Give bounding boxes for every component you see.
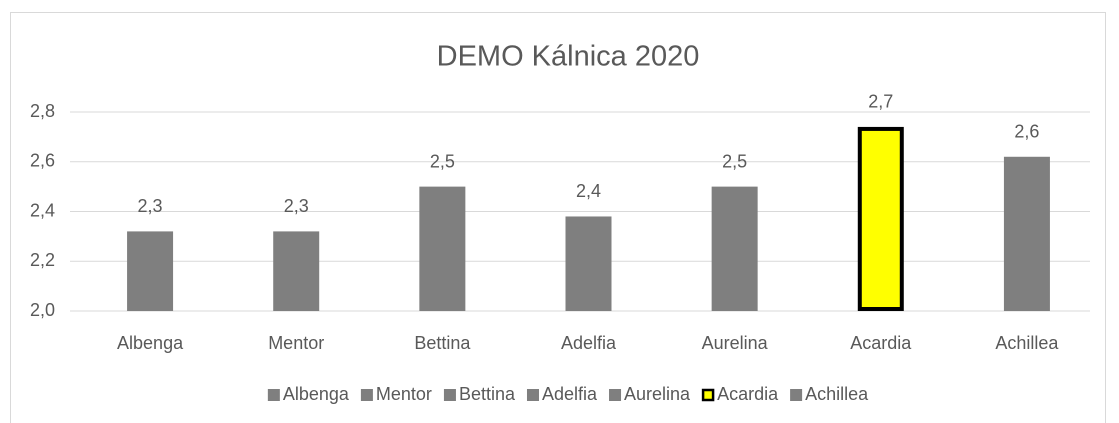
x-tick-label: Acardia <box>850 333 912 353</box>
legend-label: Aurelina <box>624 384 691 404</box>
y-tick-label: 2,8 <box>30 101 55 121</box>
data-label: 2,3 <box>138 196 163 216</box>
bar <box>273 231 320 311</box>
legend-swatch <box>701 388 715 402</box>
y-tick-label: 2,2 <box>30 250 55 270</box>
bar <box>419 186 466 311</box>
legend-label: Acardia <box>717 384 779 404</box>
legend-swatch <box>360 389 373 401</box>
legend-swatch <box>267 389 280 401</box>
y-tick-label: 2,6 <box>30 151 55 171</box>
bar <box>711 186 758 311</box>
data-label: 2,5 <box>430 151 455 171</box>
bar <box>857 126 904 311</box>
legend-label: Mentor <box>376 384 432 404</box>
x-tick-label: Achillea <box>995 333 1059 353</box>
x-tick-label: Albenga <box>117 333 184 353</box>
x-tick-label: Aurelina <box>702 333 769 353</box>
x-tick-label: Adelfia <box>561 333 617 353</box>
legend-label: Achillea <box>805 384 869 404</box>
data-label: 2,3 <box>284 196 309 216</box>
legend-label: Adelfia <box>542 384 598 404</box>
chart-border <box>10 12 1106 423</box>
legend-label: Albenga <box>283 384 350 404</box>
data-label: 2,5 <box>722 151 747 171</box>
legend-swatch <box>609 389 622 401</box>
x-tick-label: Mentor <box>268 333 324 353</box>
bar <box>127 231 174 311</box>
legend-label: Bettina <box>459 384 516 404</box>
legend-swatch <box>526 389 539 401</box>
y-tick-label: 2,0 <box>30 300 55 320</box>
data-label: 2,7 <box>868 92 893 112</box>
chart-title: DEMO Kálnica 2020 <box>437 41 700 73</box>
data-label: 2,6 <box>1014 122 1039 142</box>
legend-swatch <box>790 389 803 401</box>
bar <box>565 216 612 311</box>
legend-swatch <box>443 389 456 401</box>
y-tick-label: 2,4 <box>30 200 55 220</box>
data-label: 2,4 <box>576 181 601 201</box>
bar <box>1003 156 1050 311</box>
x-tick-label: Bettina <box>414 333 471 353</box>
